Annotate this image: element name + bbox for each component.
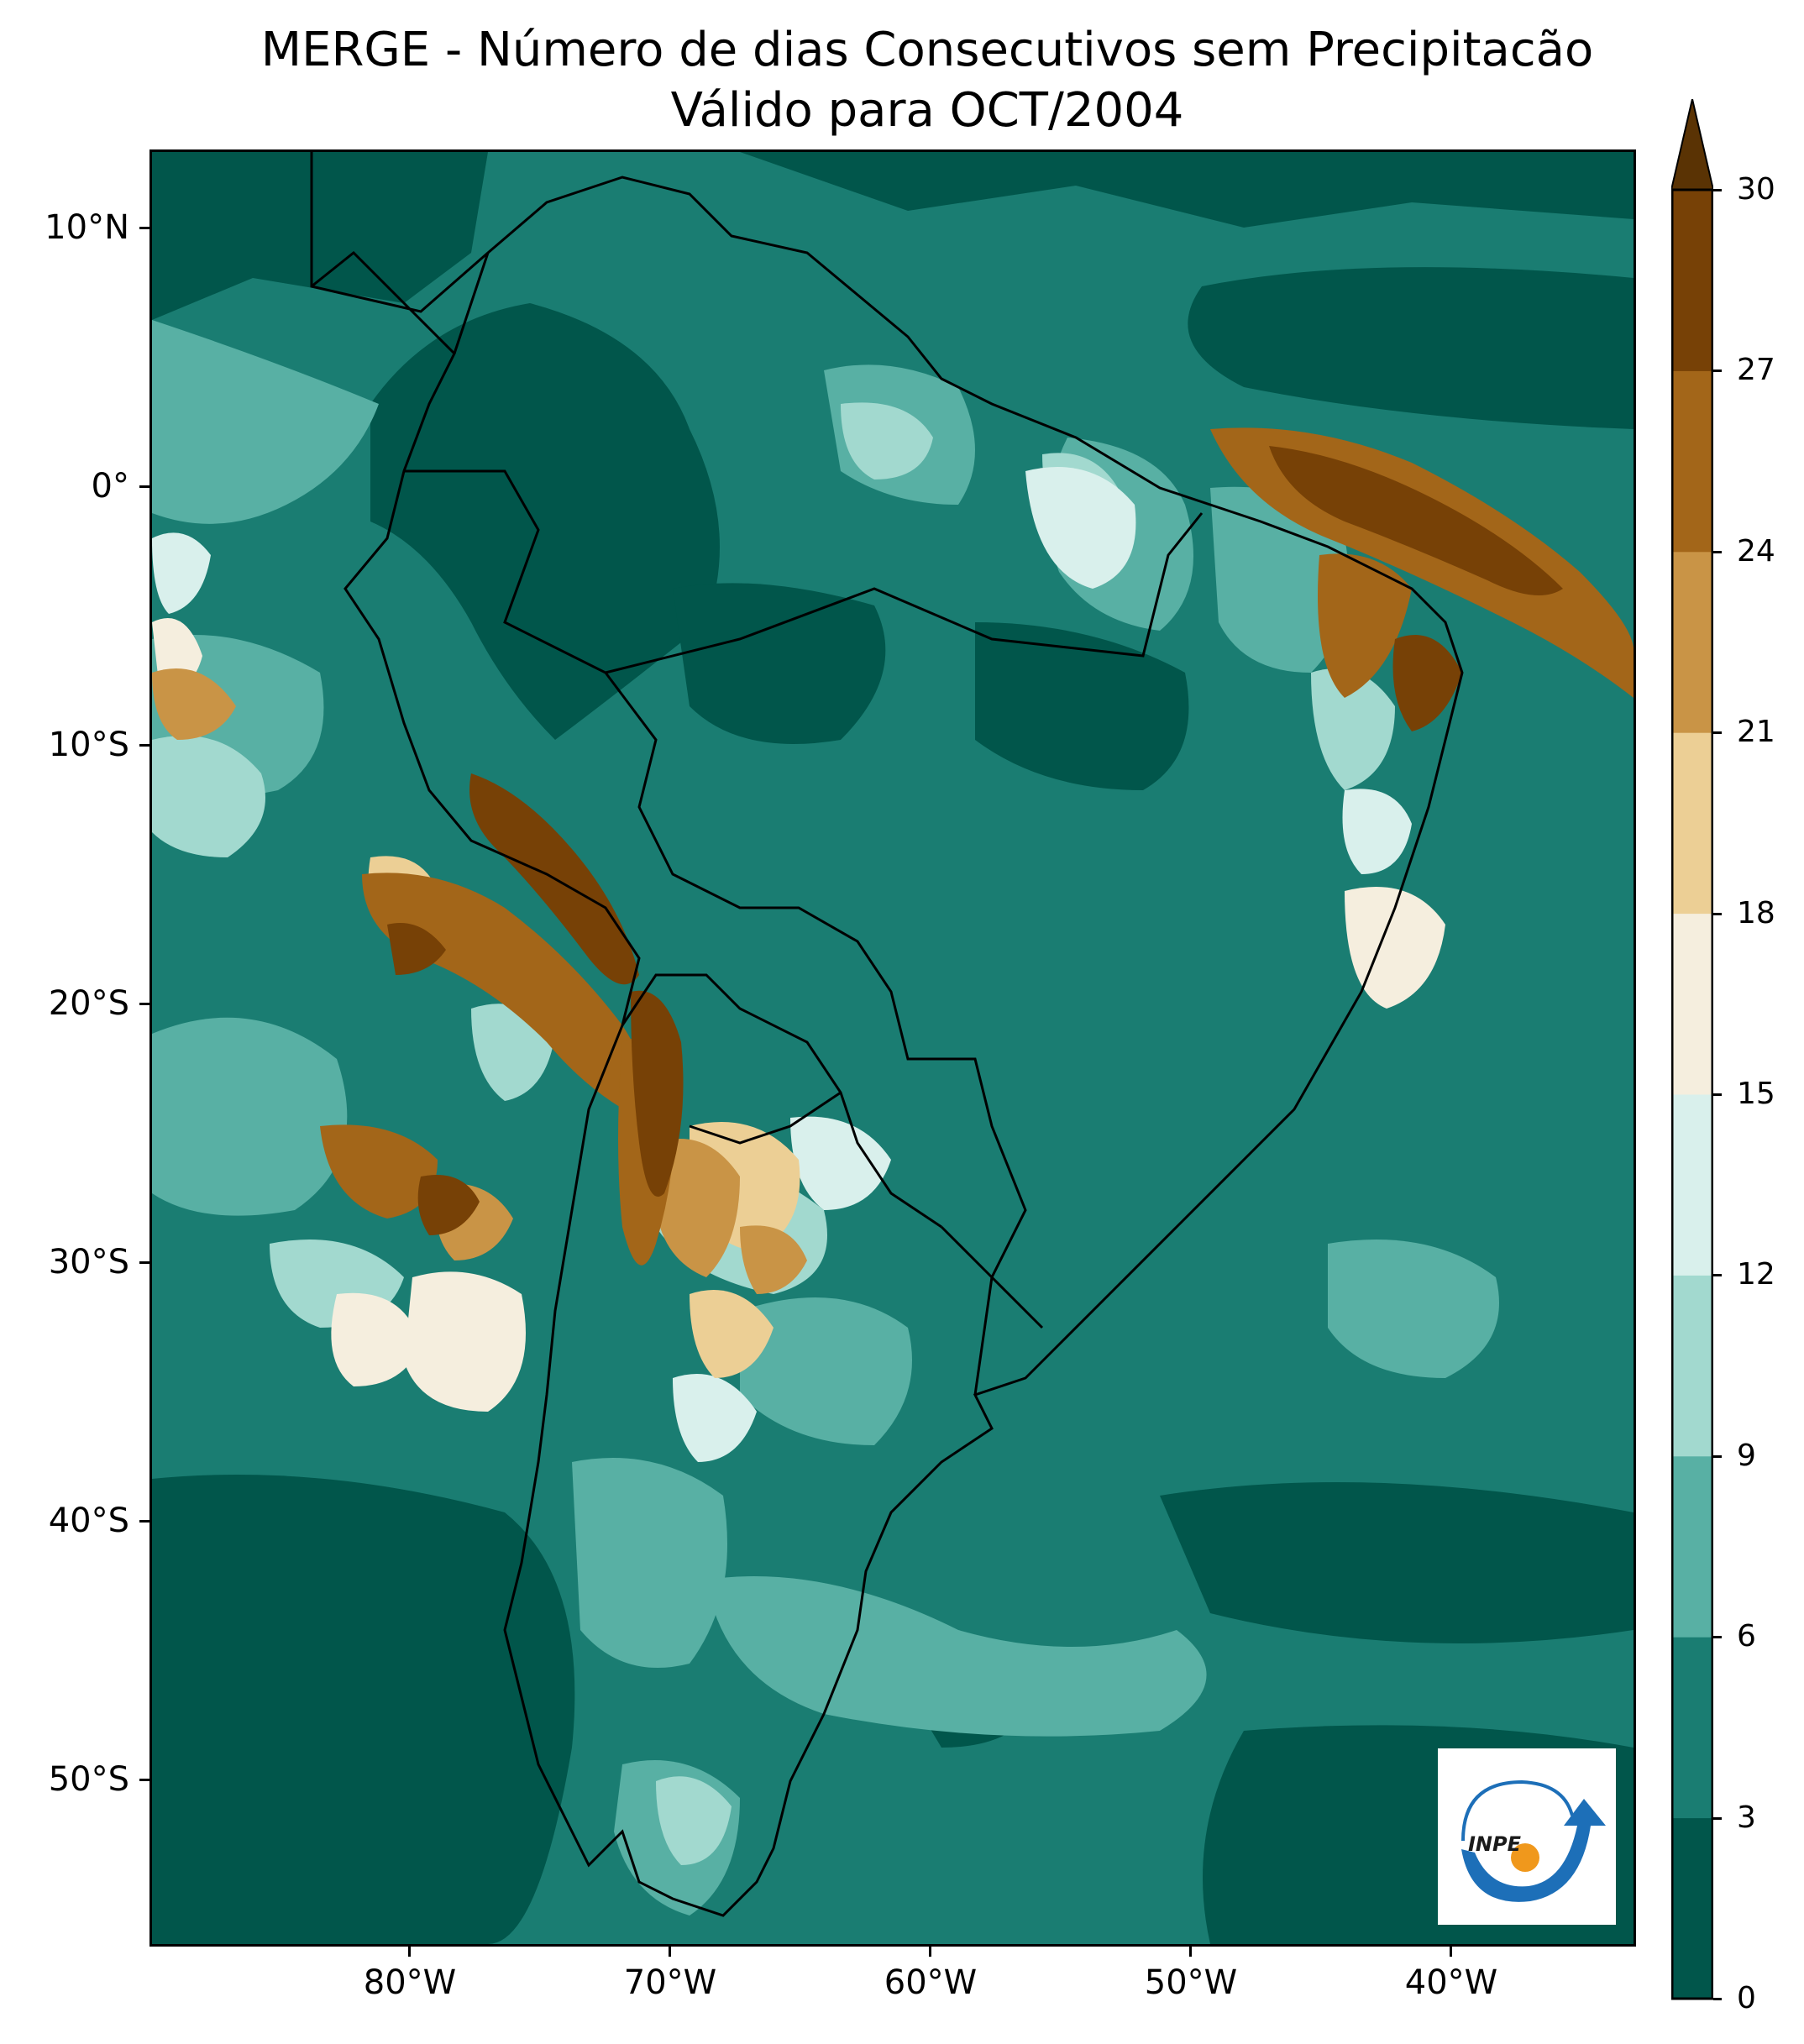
logo-sun-dot (1511, 1843, 1539, 1872)
map-subtitle: Válido para OCT/2004 (670, 83, 1184, 138)
logo-swoosh (1461, 1799, 1606, 1902)
colorbar-tick-label: 24 (1737, 533, 1775, 569)
y-label-50s: 50°S (48, 1760, 129, 1799)
y-tick-0 (139, 485, 149, 488)
light-brown-dryness-regions (152, 668, 807, 1294)
y-tick-50s (139, 1779, 149, 1781)
x-label-80w: 80°W (363, 1963, 457, 2002)
colorbar-band (1671, 1817, 1713, 1999)
colorbar-tick (1713, 369, 1722, 373)
colorbar-tick-label: 3 (1737, 1800, 1756, 1835)
x-tick-70w (669, 1947, 671, 1957)
colorbar-band (1671, 913, 1713, 1095)
y-label-10s: 10°S (48, 726, 129, 764)
y-label-20s: 20°S (48, 984, 129, 1023)
colorbar-tick (1713, 912, 1722, 915)
y-label-40s: 40°S (48, 1502, 129, 1540)
colorbar-tick-label: 9 (1737, 1438, 1756, 1473)
precipitation-map (152, 152, 1634, 1944)
colorbar-tick-label: 15 (1737, 1077, 1775, 1111)
colorbar-tick-label: 6 (1737, 1619, 1756, 1654)
map-title: MERGE - Número de dias Consecutivos sem … (260, 23, 1594, 77)
colorbar-tick-label: 21 (1737, 715, 1775, 750)
colorbar-tick (1713, 1093, 1722, 1096)
colorbar-tick (1713, 731, 1722, 735)
x-tick-60w (929, 1947, 931, 1957)
colorbar-band (1671, 190, 1713, 371)
map-panel (149, 149, 1636, 1947)
colorbar-band (1671, 370, 1713, 553)
colorbar-outline (1671, 188, 1713, 2000)
x-tick-50w (1189, 1947, 1192, 1957)
colorbar-band (1671, 732, 1713, 915)
colorbar-bands (1671, 190, 1713, 1999)
x-label-40w: 40°W (1404, 1963, 1498, 2002)
low-dryness-regions (152, 152, 1634, 1944)
colorbar-tick-label: 30 (1737, 172, 1775, 207)
colorbar-tick (1713, 550, 1722, 553)
colorbar-tick-label: 0 (1737, 1981, 1756, 2015)
y-tick-30s (139, 1261, 149, 1264)
colorbar-band (1671, 1455, 1713, 1638)
x-tick-40w (1450, 1947, 1452, 1957)
colorbar (1671, 99, 1713, 2000)
y-tick-10n (139, 227, 149, 229)
colorbar-band (1671, 1637, 1713, 1819)
x-tick-80w (408, 1947, 411, 1957)
colorbar-band (1671, 1094, 1713, 1276)
y-label-30s: 30°S (48, 1243, 129, 1281)
x-label-70w: 70°W (623, 1963, 717, 2002)
colorbar-extend-arrow (1671, 99, 1713, 191)
x-label-50w: 50°W (1144, 1963, 1238, 2002)
y-tick-10s (139, 744, 149, 747)
colorbar-tick (1713, 1998, 1722, 2000)
colorbar-band (1671, 551, 1713, 733)
y-tick-40s (139, 1520, 149, 1523)
dark-brown-dryness-regions (387, 446, 1563, 1235)
colorbar-tick-label: 27 (1737, 353, 1775, 388)
logo-orbit-arc (1461, 1779, 1574, 1842)
colorbar-tick (1713, 1274, 1722, 1277)
colorbar-tick (1713, 1816, 1722, 1820)
colorbar-tick-label: 12 (1737, 1257, 1775, 1292)
y-label-10n: 10°N (45, 208, 129, 247)
logo-text: INPE (1468, 1832, 1522, 1856)
colorbar-tick (1713, 189, 1722, 191)
colorbar-tick (1713, 1636, 1722, 1639)
colorbar-tick-label: 18 (1737, 895, 1775, 930)
colorbar-tick (1713, 1454, 1722, 1458)
inpe-logo-graphic: INPE (1461, 1779, 1606, 1902)
y-label-0: 0° (91, 467, 129, 506)
y-tick-20s (139, 1003, 149, 1005)
pale-dryness-regions (152, 467, 1412, 1462)
x-label-60w: 60°W (884, 1963, 978, 2002)
inpe-logo: INPE (1438, 1748, 1616, 1925)
colorbar-band (1671, 1275, 1713, 1457)
country-borders (310, 152, 1464, 1917)
